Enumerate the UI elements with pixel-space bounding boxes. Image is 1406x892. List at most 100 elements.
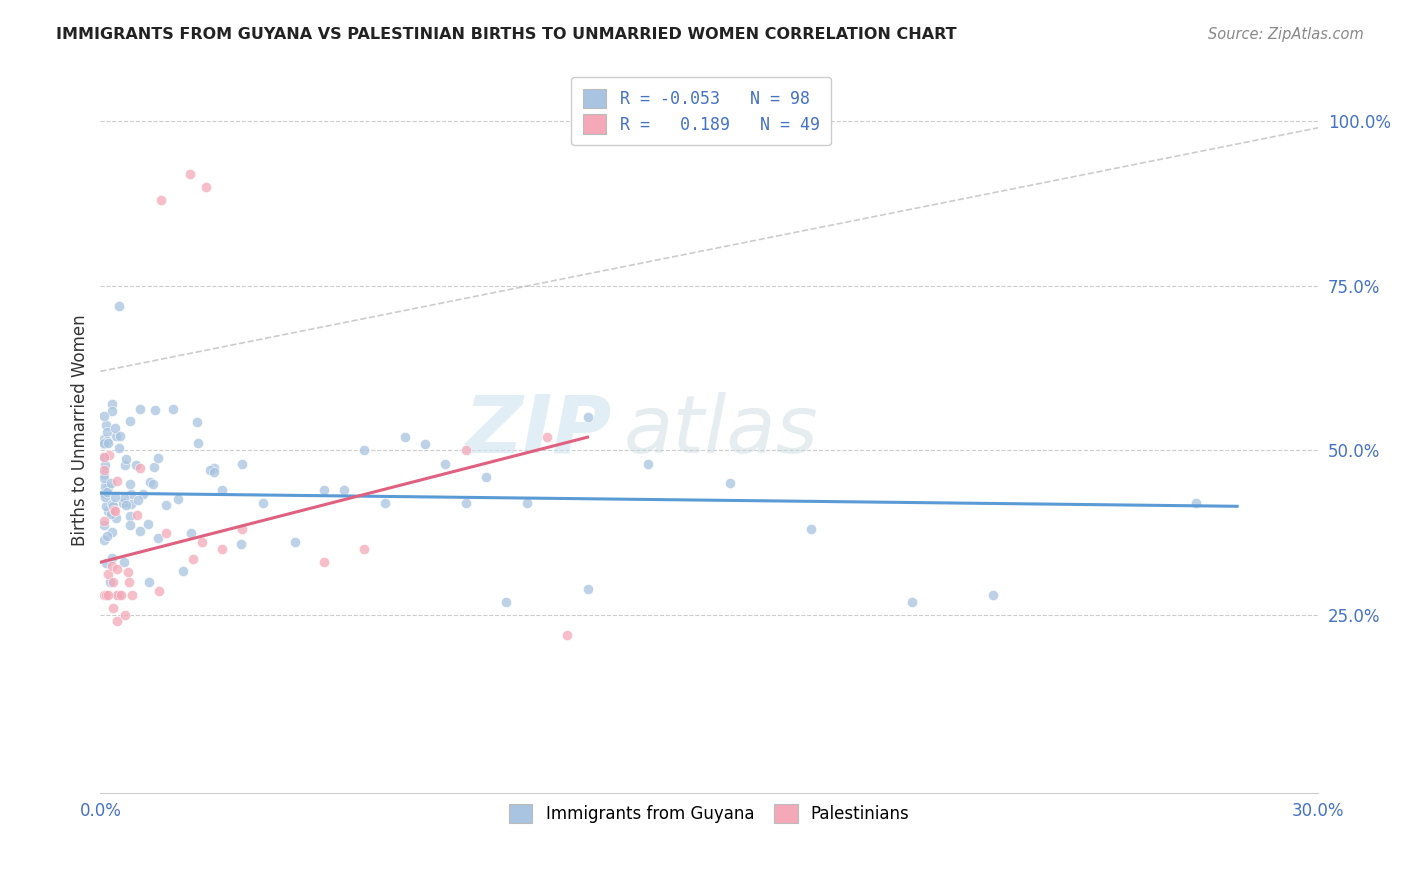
Point [312,555,335,569]
Point [93,450,115,464]
Point [118,517,141,532]
Point [312,483,335,497]
Point [105,562,128,576]
Point [96,425,118,439]
Point [454,496,477,510]
Point [202,465,225,479]
Point [115,452,138,467]
Point [576,582,599,596]
Point [111,495,134,509]
Point [148,583,170,598]
Point [231,457,253,471]
Point [93,467,115,481]
Point [93,588,115,602]
Point [101,499,124,513]
Point [155,525,177,540]
Point [105,615,128,629]
Point [100,476,122,491]
Point [93,485,115,500]
Point [143,403,166,417]
Point [373,496,395,510]
Point [138,517,160,532]
Point [353,542,375,557]
Point [146,451,169,466]
Point [110,588,132,602]
Point [983,588,1005,602]
Point [94,479,117,493]
Point [394,430,416,444]
Point [120,497,142,511]
Point [93,471,115,485]
Point [576,410,599,425]
Point [202,460,225,475]
Point [101,397,124,411]
Point [100,524,122,539]
Point [100,507,122,521]
Point [105,511,128,525]
Legend: Immigrants from Guyana, Palestinians: Immigrants from Guyana, Palestinians [498,792,921,835]
Point [901,595,924,609]
Point [150,193,173,207]
Point [186,415,208,429]
Point [132,487,155,501]
Point [105,588,128,602]
Point [231,522,253,536]
Point [108,441,131,455]
Point [475,469,498,483]
Point [112,491,135,506]
Point [97,504,120,518]
Point [114,607,136,622]
Point [117,565,139,579]
Point [353,443,375,458]
Point [129,402,152,417]
Point [229,537,252,551]
Point [97,588,120,602]
Point [108,428,131,442]
Point [516,496,538,510]
Y-axis label: Births to Unmarried Women: Births to Unmarried Women [72,315,89,547]
Point [94,458,117,473]
Point [94,556,117,570]
Point [96,485,118,500]
Point [94,418,117,433]
Point [142,476,165,491]
Point [333,483,356,497]
Point [167,491,190,506]
Point [93,533,115,547]
Point [118,477,141,491]
Point [284,535,307,549]
Point [93,409,115,424]
Point [108,588,131,602]
Point [143,459,166,474]
Point [129,461,152,475]
Point [1185,496,1208,510]
Point [96,434,118,449]
Point [172,565,194,579]
Point [101,574,124,589]
Point [536,430,558,444]
Point [98,574,121,589]
Point [124,458,146,472]
Point [97,567,120,582]
Point [637,457,659,471]
Point [138,574,160,589]
Text: Source: ZipAtlas.com: Source: ZipAtlas.com [1208,27,1364,42]
Point [93,437,115,451]
Point [555,628,578,642]
Point [129,524,152,538]
Point [114,458,136,473]
Point [495,595,517,609]
Point [107,299,129,313]
Point [103,503,125,517]
Point [118,509,141,524]
Point [454,443,477,458]
Point [181,552,204,566]
Point [121,588,143,602]
Point [101,404,124,418]
Point [93,463,115,477]
Point [104,504,127,518]
Point [93,432,115,446]
Point [118,574,141,589]
Point [179,167,201,181]
Point [97,448,120,462]
